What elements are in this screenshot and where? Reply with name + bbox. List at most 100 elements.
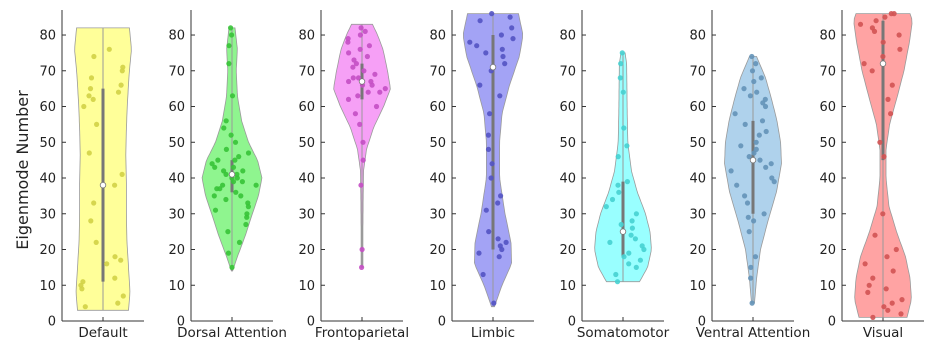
data-point	[624, 179, 631, 185]
y-tick-label: 0	[307, 315, 315, 330]
panel-frontoparietal: 0 10 20 30 40 50 60 70 80 Frontoparietal	[298, 10, 409, 341]
data-point	[728, 168, 734, 174]
data-point	[491, 300, 497, 306]
data-point	[873, 18, 879, 24]
data-point	[758, 75, 764, 81]
data-point	[230, 164, 237, 170]
data-point	[244, 211, 250, 217]
y-tick-label: 60	[819, 100, 836, 115]
data-point	[742, 121, 748, 127]
y-tick-label: 70	[39, 64, 56, 79]
data-point	[485, 146, 492, 152]
data-point	[763, 164, 769, 170]
category-label: Ventral Attention	[696, 325, 811, 341]
data-point	[357, 32, 363, 38]
data-point	[509, 25, 515, 31]
y-tick-label: 10	[39, 279, 56, 294]
data-point	[372, 71, 378, 77]
data-point	[112, 275, 118, 281]
data-point	[221, 125, 227, 131]
y-axis-label: Eigenmode Number	[13, 90, 32, 250]
category-label: Limbic	[471, 325, 515, 341]
data-point	[87, 86, 94, 92]
data-point	[746, 154, 752, 160]
data-point	[889, 300, 895, 306]
data-point	[118, 257, 124, 263]
data-point	[476, 250, 482, 256]
data-point	[754, 89, 760, 95]
data-point	[753, 139, 759, 145]
data-point	[500, 53, 506, 60]
data-point	[763, 128, 769, 135]
data-point	[769, 175, 775, 181]
data-point	[212, 164, 218, 170]
y-tick-label: 10	[298, 279, 315, 294]
data-point	[364, 53, 370, 60]
data-point	[893, 246, 899, 253]
data-point	[357, 121, 363, 127]
y-tick-label: 20	[298, 243, 315, 258]
y-tick-label: 80	[429, 29, 446, 44]
data-point	[498, 193, 504, 199]
y-tick-label: 30	[39, 207, 56, 222]
data-point	[229, 264, 235, 270]
y-tick-label: 30	[689, 207, 706, 222]
data-point	[483, 207, 489, 213]
panel-somatomotor: 0 10 20 30 40 50 60 70 80 Somatomotor	[559, 10, 670, 341]
data-point	[240, 168, 246, 174]
data-point	[225, 250, 232, 256]
data-point	[223, 146, 229, 152]
y-tick-label: 80	[39, 29, 56, 44]
data-point	[487, 111, 493, 117]
data-point	[862, 261, 868, 267]
data-point	[80, 279, 86, 285]
y-tick-label: 70	[689, 64, 706, 79]
data-point	[120, 293, 126, 299]
y-tick-label: 40	[429, 172, 446, 187]
y-tick-label: 50	[819, 136, 836, 151]
data-point	[768, 161, 774, 167]
data-point	[607, 239, 613, 245]
data-point	[243, 221, 249, 228]
data-point	[890, 268, 896, 274]
data-point	[489, 11, 495, 17]
y-tick-label: 10	[559, 279, 576, 294]
data-point	[238, 193, 244, 199]
data-point	[752, 254, 759, 260]
data-point	[118, 82, 124, 88]
data-point	[753, 61, 759, 67]
data-point	[870, 314, 876, 320]
data-point	[619, 50, 625, 56]
data-point	[883, 286, 889, 292]
data-point	[869, 68, 875, 74]
data-point	[751, 218, 757, 224]
data-point	[762, 96, 768, 102]
data-point	[759, 118, 766, 124]
y-tick-label: 70	[168, 64, 185, 79]
data-point	[226, 43, 232, 49]
data-point	[753, 146, 759, 152]
data-point	[82, 304, 88, 310]
data-point	[88, 75, 95, 81]
data-point	[86, 93, 92, 99]
data-point	[498, 32, 504, 38]
y-tick-label: 70	[819, 64, 836, 79]
data-point	[748, 264, 754, 270]
data-point	[220, 182, 226, 188]
data-point	[377, 89, 383, 95]
data-point	[345, 36, 351, 42]
data-point	[359, 246, 365, 253]
y-tick-label: 40	[559, 172, 576, 187]
data-point	[223, 118, 229, 124]
data-point	[616, 189, 622, 195]
y-tick-label: 20	[689, 243, 706, 258]
data-point	[245, 200, 251, 206]
data-point	[629, 225, 636, 231]
y-tick-label: 60	[168, 100, 185, 115]
category-label: Default	[78, 325, 127, 341]
y-tick-label: 10	[689, 279, 706, 294]
data-point	[626, 250, 632, 256]
data-point	[618, 61, 624, 67]
y-tick-label: 50	[168, 136, 185, 151]
y-tick-label: 20	[39, 243, 56, 258]
